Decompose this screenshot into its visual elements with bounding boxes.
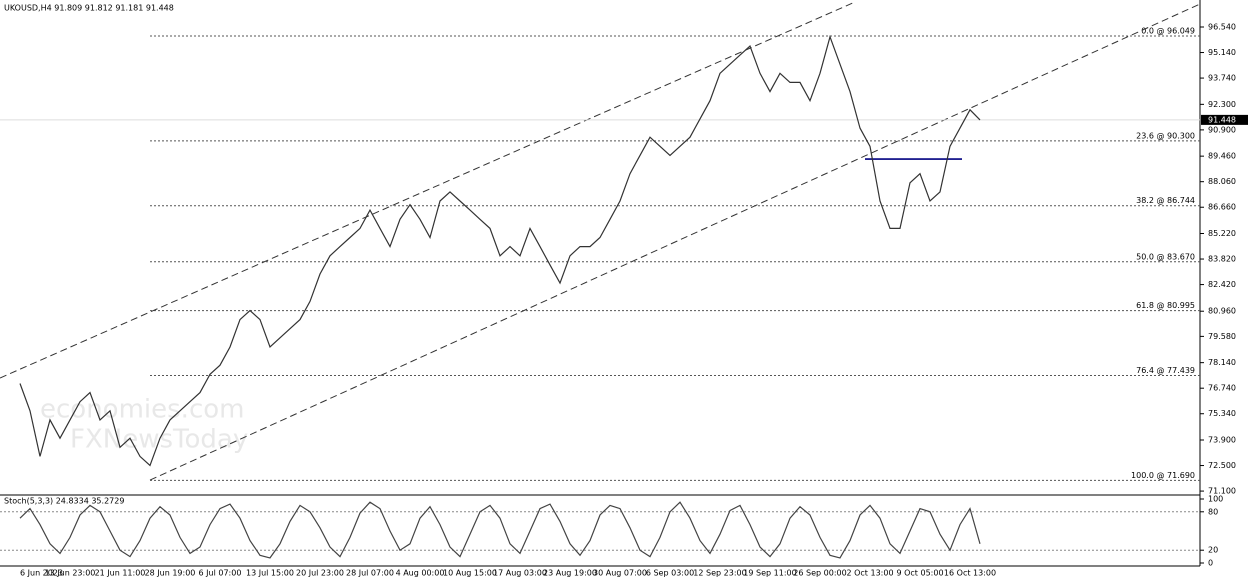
fib-label: 100.0 @ 71.690 bbox=[1131, 471, 1195, 480]
fib-label: 61.8 @ 80.995 bbox=[1136, 301, 1195, 310]
fib-label: 38.2 @ 86.744 bbox=[1136, 196, 1195, 205]
fib-label: 23.6 @ 90.300 bbox=[1136, 131, 1195, 140]
x-tick-label: 17 Aug 03:00 bbox=[493, 569, 547, 578]
x-tick-label: 9 Oct 05:00 bbox=[896, 569, 943, 578]
price-line bbox=[19, 501, 981, 559]
x-tick-label: 6 Jul 07:00 bbox=[199, 569, 242, 578]
y-tick-label: 73.900 bbox=[1208, 436, 1236, 445]
y-tick-label: 80 bbox=[1208, 507, 1218, 516]
fib-label: 76.4 @ 77.439 bbox=[1136, 366, 1195, 375]
fib-label: 0.0 @ 96.049 bbox=[1141, 26, 1195, 35]
y-tick-label: 71.100 bbox=[1208, 487, 1236, 496]
y-tick-label: 75.340 bbox=[1208, 409, 1236, 418]
trend-line bbox=[149, 3, 1201, 481]
x-tick-label: 13 Jun 23:00 bbox=[45, 569, 96, 578]
trend-line bbox=[0, 1, 856, 379]
current-price-box bbox=[1201, 114, 1248, 125]
x-tick-label: 13 Jul 15:00 bbox=[246, 569, 294, 578]
x-tick-label: 19 Sep 11:00 bbox=[743, 569, 796, 578]
x-tick-label: 26 Sep 00:00 bbox=[793, 569, 846, 578]
x-tick-label: 28 Jul 07:00 bbox=[346, 569, 394, 578]
y-tick-label: 85.220 bbox=[1208, 229, 1236, 238]
y-tick-label: 88.060 bbox=[1208, 177, 1236, 186]
y-tick-label: 20 bbox=[1208, 546, 1218, 555]
indicator-title: Stoch(5,3,3) 24.8334 35.2729 bbox=[4, 497, 124, 506]
x-tick-label: 6 Sep 03:00 bbox=[646, 569, 694, 578]
x-tick-label: 20 Jul 23:00 bbox=[296, 569, 344, 578]
x-tick-label: 12 Sep 23:00 bbox=[693, 569, 746, 578]
x-tick-label: 21 Jun 11:00 bbox=[95, 569, 146, 578]
y-tick-label: 86.660 bbox=[1208, 203, 1236, 212]
y-tick-label: 90.900 bbox=[1208, 125, 1236, 134]
y-tick-label: 82.420 bbox=[1208, 280, 1236, 289]
y-tick-label: 92.300 bbox=[1208, 100, 1236, 109]
x-tick-label: 6 Jun 2023 bbox=[20, 569, 63, 578]
fib-label: 50.0 @ 83.670 bbox=[1136, 252, 1195, 261]
current-price-label: 91.448 bbox=[1208, 115, 1236, 124]
y-tick-label: 83.820 bbox=[1208, 255, 1236, 264]
y-tick-label: 96.540 bbox=[1208, 22, 1236, 31]
x-tick-label: 2 Oct 13:00 bbox=[846, 569, 893, 578]
x-tick-label: 4 Aug 00:00 bbox=[396, 569, 445, 578]
y-tick-label: 100 bbox=[1208, 495, 1223, 504]
y-tick-label: 79.580 bbox=[1208, 332, 1236, 341]
x-tick-label: 16 Oct 13:00 bbox=[944, 569, 996, 578]
chart-title: UKOUSD,H4 91.809 91.812 91.181 91.448 bbox=[4, 4, 174, 13]
y-tick-label: 95.140 bbox=[1208, 48, 1236, 57]
x-tick-label: 30 Aug 07:00 bbox=[593, 569, 647, 578]
y-tick-label: 72.500 bbox=[1208, 461, 1236, 470]
y-tick-label: 0 bbox=[1208, 559, 1213, 568]
x-tick-label: 28 Jun 19:00 bbox=[145, 569, 196, 578]
x-tick-label: 23 Aug 19:00 bbox=[543, 569, 597, 578]
x-tick-label: 10 Aug 15:00 bbox=[443, 569, 497, 578]
y-tick-label: 93.740 bbox=[1208, 74, 1236, 83]
y-tick-label: 89.460 bbox=[1208, 152, 1236, 161]
y-tick-label: 80.960 bbox=[1208, 307, 1236, 316]
price-line bbox=[19, 34, 981, 467]
y-tick-label: 78.140 bbox=[1208, 358, 1236, 367]
y-tick-label: 76.740 bbox=[1208, 384, 1236, 393]
watermark: economies.com bbox=[40, 395, 244, 425]
